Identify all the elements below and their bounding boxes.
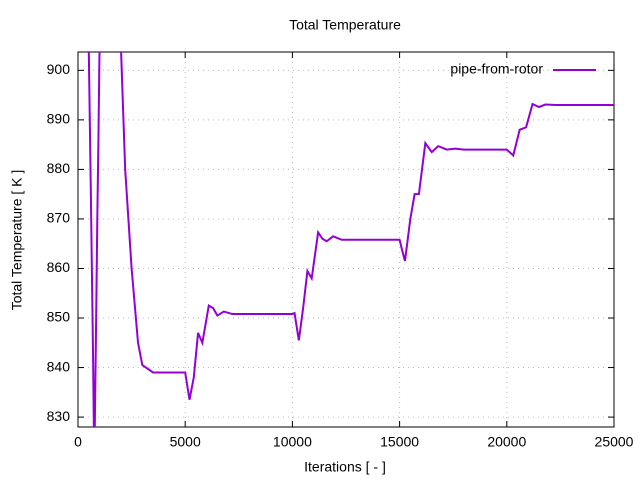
y-tick-label: 900 [47,61,71,77]
x-tick-label: 5000 [170,434,201,450]
x-tick-label: 25000 [595,434,634,450]
y-tick-label: 880 [47,160,71,176]
x-axis-label: Iterations [ - ] [304,459,386,475]
y-tick-label: 860 [47,259,71,275]
x-tick-label: 0 [74,434,82,450]
x-tick-label: 10000 [273,434,312,450]
x-tick-label: 20000 [487,434,526,450]
y-tick-label: 850 [47,309,71,325]
y-tick-label: 840 [47,358,71,374]
plot-frame [77,51,615,428]
y-tick-label: 830 [47,408,71,424]
y-tick-label: 890 [47,111,71,127]
x-tick-label: 15000 [380,434,419,450]
data-line [87,52,614,427]
y-axis-label: Total Temperature [ K ] [9,170,25,311]
legend-label: pipe-from-rotor [450,61,543,77]
y-tick-label: 870 [47,210,71,226]
chart-title: Total Temperature [289,17,401,33]
